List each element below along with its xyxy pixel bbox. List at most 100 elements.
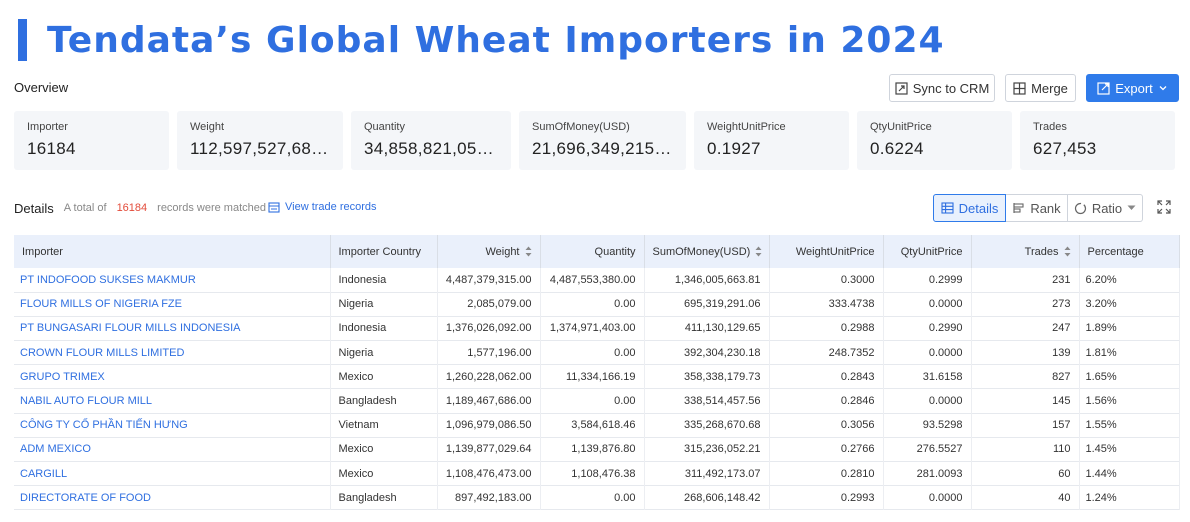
sync-to-crm-button[interactable]: Sync to CRM	[889, 74, 995, 102]
table-header-row: Importer Importer Country Weight Quantit…	[14, 235, 1180, 268]
table-row: FLOUR MILLS OF NIGERIA FZE Nigeria 2,085,0…	[14, 292, 1180, 317]
percentage-cell: 1.81%	[1079, 340, 1180, 365]
quantity-cell: 3,584,618.46	[540, 413, 645, 438]
quantity-cell: 1,139,876.80	[540, 437, 645, 462]
weight-cell: 1,096,979,086.50	[437, 413, 541, 438]
trades-cell: 827	[971, 364, 1080, 389]
importer-name-link[interactable]: CROWN FLOUR MILLS LIMITED	[14, 340, 331, 365]
sum-of-money-cell: 268,606,148.42	[644, 485, 770, 510]
merge-icon	[1013, 81, 1026, 95]
importer-country: Indonesia	[330, 268, 438, 293]
weight-cell: 897,492,183.00	[437, 485, 541, 510]
qty-unit-price-cell: 0.2990	[883, 316, 972, 341]
stat-card-trades: Trades 627,453	[1020, 111, 1175, 170]
caret-down-icon	[1127, 205, 1136, 210]
weight-unit-price-cell: 248.7352	[769, 340, 884, 365]
ratio-view-toggle[interactable]: Ratio	[1068, 194, 1143, 222]
rank-view-toggle[interactable]: Rank	[1006, 194, 1068, 222]
sum-of-money-cell: 311,492,173.07	[644, 461, 770, 486]
sum-of-money-cell: 335,268,670.68	[644, 413, 770, 438]
importer-name-link[interactable]: DIRECTORATE OF FOOD	[14, 485, 331, 510]
sync-icon	[895, 81, 908, 95]
merge-label: Merge	[1031, 80, 1068, 96]
trades-cell: 247	[971, 316, 1080, 341]
details-label: Details	[14, 200, 54, 216]
details-view-toggle[interactable]: Details	[933, 194, 1006, 222]
qty-unit-price-cell: 93.5298	[883, 413, 972, 438]
importer-name-link[interactable]: PT INDOFOOD SUKSES MAKMUR	[14, 268, 331, 293]
percentage-cell: 6.20%	[1079, 268, 1180, 293]
quantity-cell: 0.00	[540, 485, 645, 510]
column-header-sum-of-money[interactable]: SumOfMoney(USD)	[644, 235, 770, 268]
ratio-view-label: Ratio	[1091, 200, 1123, 216]
importer-name-link[interactable]: PT BUNGASARI FLOUR MILLS INDONESIA	[14, 316, 331, 341]
trades-cell: 157	[971, 413, 1080, 438]
importer-name-link[interactable]: GRUPO TRIMEX	[14, 364, 331, 389]
table-row: NABIL AUTO FLOUR MILL Bangladesh 1,189,467…	[14, 388, 1180, 414]
qty-unit-price-cell: 0.0000	[883, 292, 972, 317]
table-row: CÔNG TY CỔ PHẦN TIẾN HƯNG Vietnam 1,096,97…	[14, 413, 1180, 438]
trades-cell: 145	[971, 388, 1080, 414]
table-row: ADM MEXICO Mexico 1,139,877,029.64 1,139,87…	[14, 437, 1180, 462]
qty-unit-price-cell: 276.5527	[883, 437, 972, 462]
importer-country: Nigeria	[330, 292, 438, 317]
importer-country: Mexico	[330, 437, 438, 462]
weight-cell: 1,260,228,062.00	[437, 364, 541, 389]
details-suffix: records were matched	[157, 202, 266, 214]
quantity-cell: 1,108,476.38	[540, 461, 645, 486]
column-header-weight-unit-price: WeightUnitPrice	[769, 235, 884, 268]
quantity-cell: 4,487,553,380.00	[540, 268, 645, 293]
column-header-trades[interactable]: Trades	[971, 235, 1080, 268]
importer-country: Bangladesh	[330, 388, 438, 414]
percentage-cell: 1.45%	[1079, 437, 1180, 462]
weight-unit-price-cell: 0.2810	[769, 461, 884, 486]
trades-cell: 231	[971, 268, 1080, 293]
details-prefix: A total of	[63, 202, 107, 214]
weight-unit-price-cell: 0.2988	[769, 316, 884, 341]
records-count: 16184	[116, 202, 148, 214]
sort-icon	[525, 246, 531, 257]
qty-unit-price-cell: 0.2999	[883, 268, 972, 293]
importer-name-link[interactable]: NABIL AUTO FLOUR MILL	[14, 388, 331, 414]
export-button[interactable]: Export	[1086, 74, 1179, 102]
table-row: PT INDOFOOD SUKSES MAKMUR Indonesia 4,487,…	[14, 268, 1180, 293]
page-title: Tendata’s Global Wheat Importers in 2024	[47, 19, 945, 61]
importer-name-link[interactable]: CÔNG TY CỔ PHẦN TIẾN HƯNG	[14, 413, 331, 438]
column-header-importer: Importer	[14, 235, 331, 268]
merge-button[interactable]: Merge	[1005, 74, 1076, 102]
sum-of-money-cell: 695,319,291.06	[644, 292, 770, 317]
weight-cell: 1,376,026,092.00	[437, 316, 541, 341]
stat-label: QtyUnitPrice	[870, 121, 932, 133]
rank-icon	[1013, 203, 1024, 213]
importer-name-link[interactable]: CARGILL	[14, 461, 331, 486]
qty-unit-price-cell: 0.0000	[883, 485, 972, 510]
percentage-cell: 1.56%	[1079, 388, 1180, 414]
column-header-weight[interactable]: Weight	[437, 235, 541, 268]
importers-table: Importer Importer Country Weight Quantit…	[14, 235, 1180, 510]
importer-name-link[interactable]: FLOUR MILLS OF NIGERIA FZE	[14, 292, 331, 317]
column-header-qty-unit-price: QtyUnitPrice	[883, 235, 972, 268]
stat-value: 21,696,349,215.…	[532, 139, 673, 158]
weight-unit-price-cell: 0.2843	[769, 364, 884, 389]
expand-icon[interactable]	[1157, 200, 1171, 219]
stat-card-qty-unit-price: QtyUnitPrice 0.6224	[857, 111, 1012, 170]
stat-label: Trades	[1033, 121, 1067, 133]
percentage-cell: 1.65%	[1079, 364, 1180, 389]
importer-country: Nigeria	[330, 340, 438, 365]
importer-country: Vietnam	[330, 413, 438, 438]
table-icon	[941, 202, 954, 214]
weight-cell: 4,487,379,315.00	[437, 268, 541, 293]
table-row: PT BUNGASARI FLOUR MILLS INDONESIA Indone…	[14, 316, 1180, 341]
view-trade-records-link[interactable]: View trade records	[268, 201, 377, 213]
importer-country: Indonesia	[330, 316, 438, 341]
table-row: CARGILL Mexico 1,108,476,473.00 1,108,476.3…	[14, 461, 1180, 486]
importer-country: Mexico	[330, 461, 438, 486]
page-title-bar: Tendata’s Global Wheat Importers in 2024	[18, 18, 945, 62]
records-icon	[268, 201, 280, 213]
stat-card-weight-unit-price: WeightUnitPrice 0.1927	[694, 111, 849, 170]
importer-name-link[interactable]: ADM MEXICO	[14, 437, 331, 462]
column-header-importer-country: Importer Country	[330, 235, 438, 268]
quantity-cell: 11,334,166.19	[540, 364, 645, 389]
sum-of-money-cell: 1,346,005,663.81	[644, 268, 770, 293]
sort-icon	[1064, 246, 1070, 257]
